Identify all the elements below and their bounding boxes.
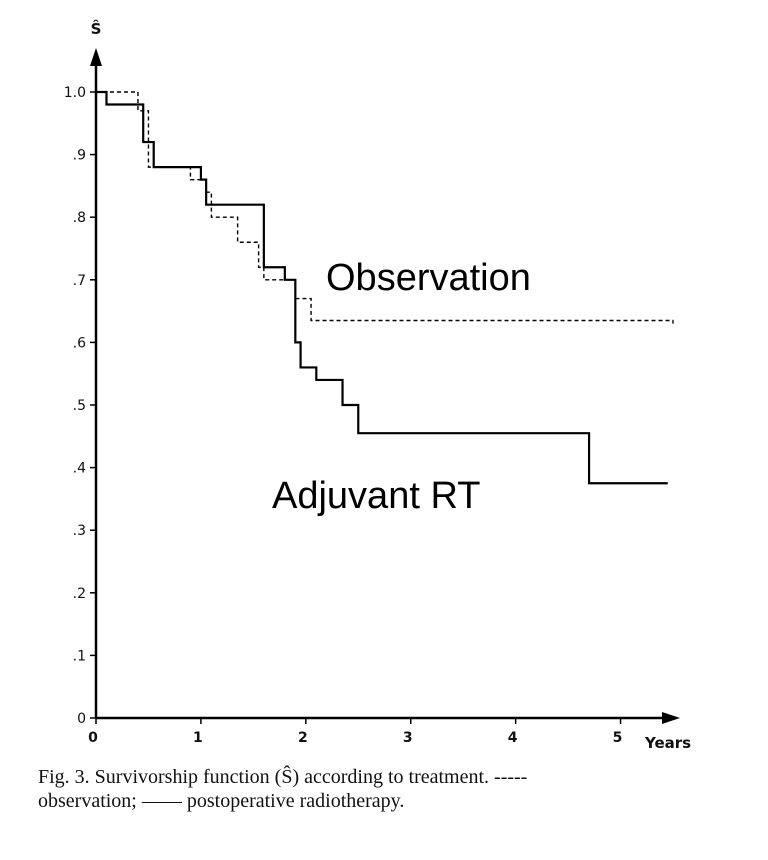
y-axis-arrow xyxy=(90,48,102,66)
y-tick-label: .7 xyxy=(73,273,86,289)
caption-line-2: observation; —— postoperative radiothera… xyxy=(38,790,405,812)
y-tick-label: .1 xyxy=(73,648,86,664)
y-tick-label: 1.0 xyxy=(64,85,86,101)
chart-axes xyxy=(90,48,680,724)
x-axis-ticks: 0 1 2 3 4 5 xyxy=(88,718,622,746)
y-tick-label: .9 xyxy=(73,148,86,164)
x-tick-label: 2 xyxy=(298,730,308,746)
y-tick-label: .6 xyxy=(73,335,86,351)
annotation-adjuvant-rt: Adjuvant RT xyxy=(272,475,480,517)
figure-caption: Fig. 3. Survivorship function (Ŝ) accord… xyxy=(38,765,738,813)
series-line-postoperative-radiotherapy xyxy=(96,90,668,485)
y-axis-ticks: 0 .1 .2 .3 .4 .5 .6 .7 .8 .9 1.0 xyxy=(64,85,96,727)
y-tick-label: .5 xyxy=(73,398,86,414)
survival-chart: 0 .1 .2 .3 .4 .5 .6 .7 .8 .9 1.0 0 1 2 3 4 5 Ŝ Years Ob… xyxy=(64,19,691,752)
x-axis-arrow xyxy=(662,712,680,724)
x-tick-label: 1 xyxy=(193,730,203,746)
y-tick-label: .8 xyxy=(73,210,86,226)
x-tick-label: 4 xyxy=(508,730,518,746)
x-axis-label: Years xyxy=(644,734,691,752)
y-tick-label: 0 xyxy=(77,711,86,727)
y-tick-label: .3 xyxy=(73,523,86,539)
annotation-observation: Observation xyxy=(326,257,531,299)
x-tick-label: 5 xyxy=(613,730,623,746)
x-tick-label: 0 xyxy=(88,730,98,746)
y-axis-label: Ŝ xyxy=(91,19,102,38)
y-tick-label: .2 xyxy=(73,586,86,602)
y-tick-label: .4 xyxy=(73,461,86,477)
caption-line-1: Fig. 3. Survivorship function (Ŝ) accord… xyxy=(38,766,528,788)
series-line-observation xyxy=(96,91,674,324)
x-tick-label: 3 xyxy=(403,730,413,746)
chart-series xyxy=(96,90,674,485)
